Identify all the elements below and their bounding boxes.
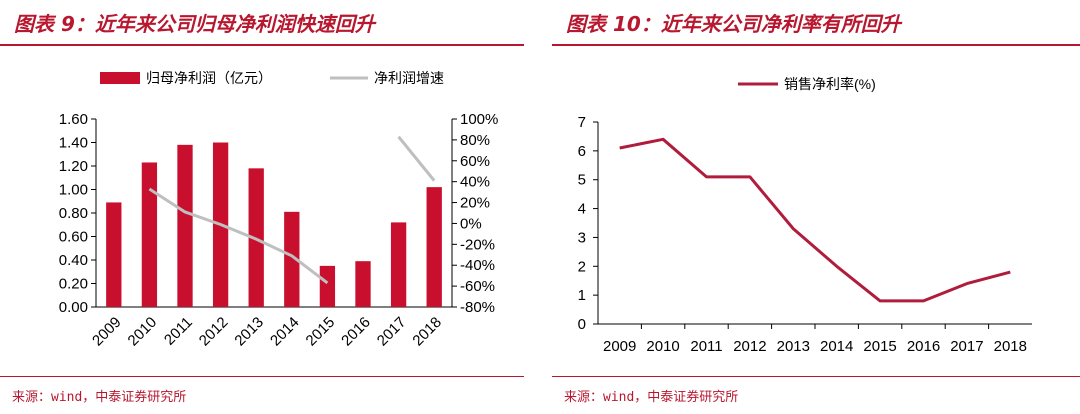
left-y-tick-label: 0.00 [59,299,88,316]
y-tick-label: 3 [578,229,586,246]
left-y-tick-label: 0.80 [59,205,88,222]
y-tick-label: 6 [578,143,586,160]
x-tick-label: 2009 [89,314,125,350]
bar-2016 [355,261,371,307]
growth-line-segment-1 [148,187,329,285]
left-panel: 图表 9：近年来公司归母净利润快速回升 归母净利润（亿元） 净利润增速 1.60 1.… [0,0,524,414]
x-tick-label: 2011 [161,314,196,349]
x-tick-label: 2014 [267,314,303,350]
net-margin-line [619,137,1011,303]
right-y-tick-label: 80% [460,132,490,149]
y-tick-label: 0 [578,316,586,333]
left-chart: 归母净利润（亿元） 净利润增速 1.60 1.40 1.20 1.00 0.80 0.60 0.… [59,70,499,350]
right-panel: 图表 10：近年来公司净利率有所回升 销售净利率(%) 7 6 5 4 3 2 1 0 2009 2… [552,0,1080,414]
left-chart-title: 图表 9：近年来公司归母净利润快速回升 [14,12,375,36]
x-tick-label: 2012 [196,314,232,350]
bar-2015 [319,265,336,307]
x-tick-label: 2011 [690,338,722,355]
right-y-tick-label: -20% [460,236,495,253]
bar-2009 [106,202,122,307]
x-tick-label: 2013 [231,314,267,350]
right-title-rule [552,44,1080,46]
bar-2018 [426,187,442,307]
right-chart-title: 图表 10：近年来公司净利率有所回升 [566,12,901,36]
x-tick-label: 2018 [409,314,445,350]
x-tick-label: 2017 [950,338,983,355]
legend-line-label: 净利润增速 [374,70,444,86]
x-tick-label: 2018 [994,338,1027,355]
y-tick-label: 1 [578,287,586,304]
legend-bar-label: 归母净利润（亿元） [146,70,272,86]
x-tick-label: 2015 [863,338,896,355]
right-y-tick-label: -40% [460,257,495,274]
left-y-tick-label: 0.60 [59,229,88,246]
y-tick-label: 5 [578,172,586,189]
right-y-tick-label: -80% [460,299,495,316]
legend-line-label: 销售净利率(%) [784,76,876,92]
bar-2017 [390,222,407,307]
right-y-tick-label: 60% [460,153,490,170]
left-y-tick-label: 0.40 [59,252,88,269]
x-tick-label: 2017 [374,314,410,350]
left-source-note: 来源：wind，中泰证券研究所 [12,390,187,405]
left-y-tick-label: 1.40 [59,135,88,152]
y-tick-label: 4 [578,201,586,218]
left-y-tick-label: 1.00 [59,182,88,199]
x-tick-label: 2009 [603,338,636,355]
growth-line-segment-2 [397,135,436,182]
right-y-tick-label: 20% [460,195,490,212]
bar-2014 [284,211,300,307]
x-tick-label: 2015 [303,314,339,350]
x-tick-label: 2016 [907,338,940,355]
x-tick-label: 2013 [777,338,810,355]
left-y-tick-label: 0.20 [59,276,88,293]
right-y-tick-label: 100% [460,111,498,128]
left-source-rule [0,376,524,377]
y-tick-label: 2 [578,258,586,275]
right-y-tick-label: 40% [460,174,490,191]
right-y-tick-label: 0% [460,215,482,232]
bar-2011 [177,144,193,307]
right-source-note: 来源：wind，中泰证券研究所 [564,390,739,405]
left-y-tick-label: 1.60 [59,111,88,128]
left-y-tick-label: 1.20 [59,158,88,175]
x-tick-label: 2012 [733,338,766,355]
x-tick-label: 2010 [646,338,679,355]
right-source-rule [552,376,1080,377]
x-tick-label: 2010 [125,314,161,350]
left-title-rule [0,44,524,46]
right-y-tick-label: -60% [460,278,495,295]
bar-2010 [141,162,158,307]
legend-bar-swatch [100,72,140,84]
x-tick-label: 2014 [820,338,853,355]
y-tick-label: 7 [578,114,586,131]
right-chart: 销售净利率(%) 7 6 5 4 3 2 1 0 2009 2010 2011 2012 2013 2014… [578,76,1032,355]
x-tick-label: 2016 [338,314,374,350]
